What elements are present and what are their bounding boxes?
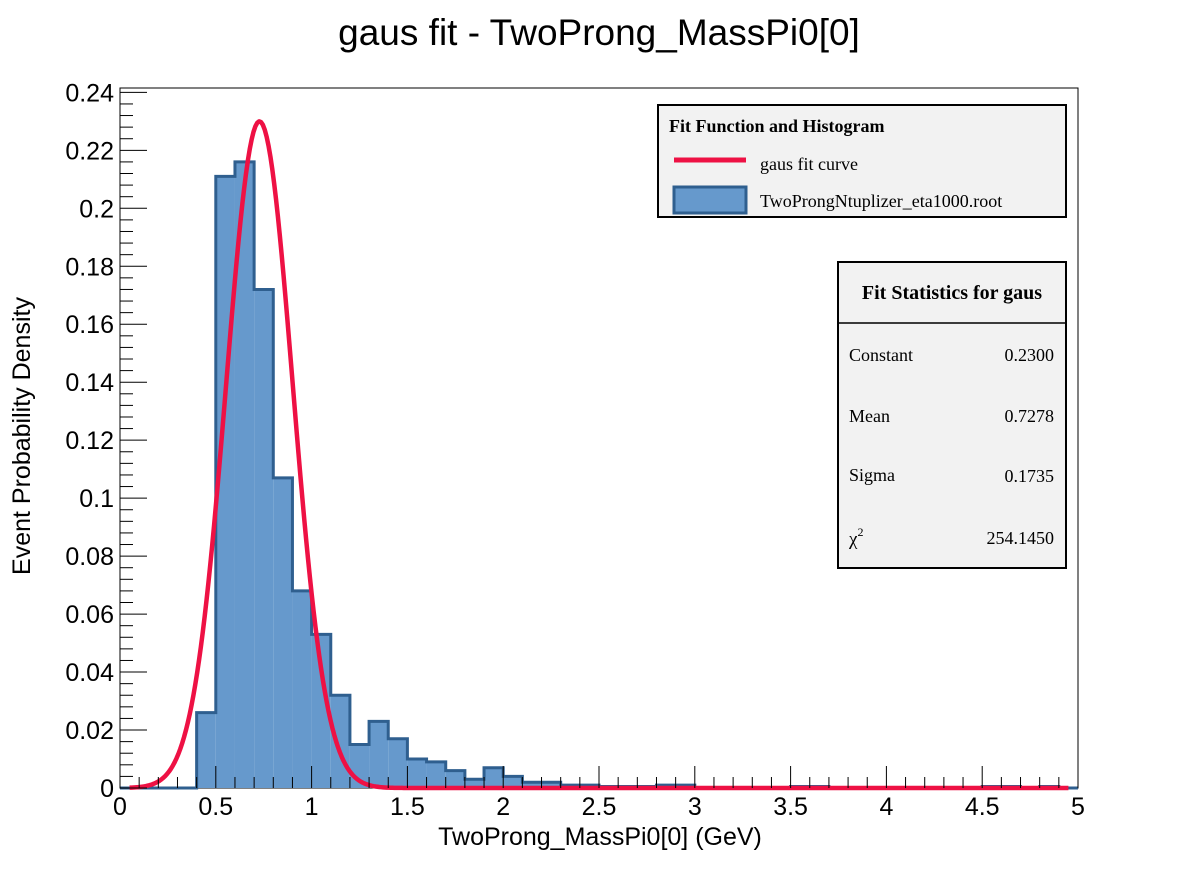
x-tick-label: 1: [305, 793, 319, 821]
x-tick-label: 3.5: [773, 793, 808, 821]
x-tick-label: 0.5: [198, 793, 233, 821]
histogram-bar: [503, 776, 523, 788]
x-tick-label: 0: [113, 793, 127, 821]
histogram-bar: [196, 712, 216, 788]
y-tick-label: 0.04: [65, 659, 114, 687]
y-axis-label: Event Probability Density: [8, 297, 36, 575]
histogram-bar: [541, 782, 561, 788]
histogram-bar: [369, 721, 389, 788]
histogram-bar: [234, 161, 255, 789]
x-tick-label: 4: [879, 793, 893, 821]
y-tick-label: 0.18: [65, 253, 114, 281]
x-axis-label: TwoProng_MassPi0[0] (GeV): [438, 823, 762, 851]
x-tick-label: 3: [688, 793, 702, 821]
legend-fill-swatch: [672, 185, 748, 215]
y-axis-ticks: 0 0.02 0.04 0.06 0.08 0.1 0.12 0.14 0.16 0.18 0.2 0…: [65, 79, 147, 803]
stat-label-chi2: χ2: [848, 525, 863, 550]
stats-box-title: Fit Statistics for gaus: [862, 282, 1042, 304]
y-tick-label: 0.06: [65, 601, 114, 629]
x-tick-label: 1.5: [390, 793, 425, 821]
histogram-bar: [407, 759, 427, 788]
stat-label-mean: Mean: [849, 406, 890, 426]
y-tick-label: 0.14: [65, 369, 114, 397]
stat-label-constant: Constant: [849, 345, 913, 365]
y-tick-label: 0.12: [65, 427, 114, 455]
histogram-bar: [464, 779, 485, 788]
y-tick-label: 0: [100, 775, 114, 803]
histogram-bar: [273, 477, 293, 788]
legend: Fit Function and Histogram gaus fit curv…: [657, 104, 1067, 218]
histogram-bar: [426, 761, 446, 788]
histogram-bar: [330, 695, 350, 788]
histogram-bar: [522, 782, 542, 788]
stats-box: Fit Statistics for gaus Constant 0.2300 …: [837, 261, 1067, 569]
stat-label-sigma: Sigma: [849, 465, 895, 485]
stat-label-chi2-sup: 2: [857, 525, 863, 539]
y-tick-label: 0.2: [79, 195, 114, 223]
stat-value-mean: 0.7278: [1005, 406, 1055, 426]
y-tick-label: 0.1: [79, 485, 114, 513]
histogram-bar: [254, 289, 274, 788]
stat-label-chi2-symbol: χ: [848, 529, 858, 550]
histogram-bar: [388, 738, 408, 788]
histogram-bar: [311, 634, 331, 788]
stats-box-frame: [837, 261, 1067, 569]
histogram-bar: [292, 590, 312, 788]
x-axis-ticks: 0 0.5 1 1.5 2 2.5 3 3.5 4 4.5 5: [113, 766, 1085, 821]
x-tick-label: 5: [1071, 793, 1085, 821]
y-tick-label: 0.16: [65, 311, 114, 339]
x-tick-label: 2: [496, 793, 510, 821]
x-tick-label: 4.5: [965, 793, 1000, 821]
x-tick-label: 2.5: [582, 793, 617, 821]
stat-value-chi2: 254.1450: [987, 528, 1055, 548]
y-tick-label: 0.02: [65, 717, 114, 745]
y-tick-label: 0.24: [65, 79, 114, 107]
stat-value-constant: 0.2300: [1005, 345, 1055, 365]
legend-entry-fit: gaus fit curve: [760, 154, 858, 174]
histogram-bars: [196, 161, 1059, 789]
histogram-bar: [445, 770, 465, 788]
legend-entry-histogram: TwoProngNtuplizer_eta1000.root: [760, 191, 1002, 211]
legend-title: Fit Function and Histogram: [669, 116, 885, 136]
histogram-bar: [484, 767, 504, 788]
stat-value-sigma: 0.1735: [1005, 466, 1055, 486]
chart-title: gaus fit - TwoProng_MassPi0[0]: [338, 12, 860, 53]
y-tick-label: 0.22: [65, 137, 114, 165]
y-tick-label: 0.08: [65, 543, 114, 571]
